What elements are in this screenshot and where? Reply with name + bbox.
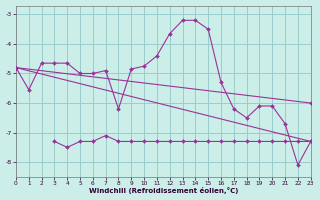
X-axis label: Windchill (Refroidissement éolien,°C): Windchill (Refroidissement éolien,°C) <box>89 187 238 194</box>
